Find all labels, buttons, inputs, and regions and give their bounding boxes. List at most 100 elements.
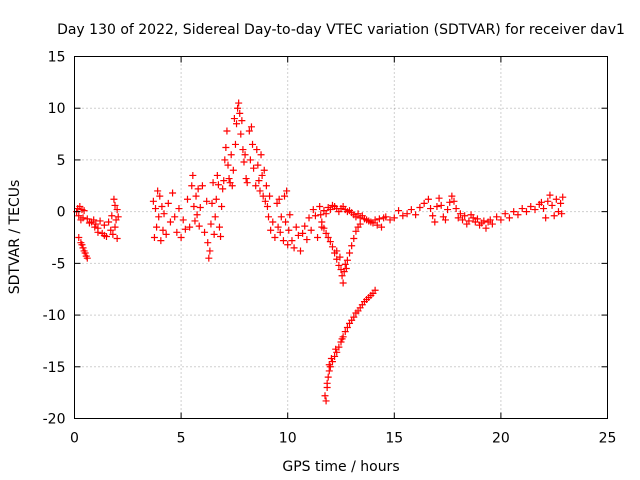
data-point	[181, 225, 189, 233]
data-point	[94, 228, 102, 236]
data-point	[162, 230, 170, 238]
data-point	[195, 222, 203, 230]
data-point	[155, 213, 163, 221]
data-point	[346, 249, 354, 257]
data-point	[343, 256, 351, 264]
data-point	[497, 216, 505, 224]
data-point	[326, 238, 334, 246]
data-point	[241, 151, 249, 159]
data-point	[309, 206, 317, 214]
plot-frame	[74, 56, 608, 419]
data-point	[83, 215, 91, 223]
data-point	[542, 214, 550, 222]
data-point	[552, 195, 560, 203]
data-point	[375, 215, 383, 223]
data-point	[292, 223, 300, 231]
data-point	[221, 156, 229, 164]
data-point	[211, 213, 219, 221]
data-point	[378, 223, 386, 231]
data-point	[164, 199, 172, 207]
data-point	[206, 247, 214, 255]
data-point	[236, 109, 244, 117]
data-point	[338, 335, 346, 343]
data-point	[78, 241, 86, 249]
data-point	[246, 156, 254, 164]
y-tick-label: 15	[48, 50, 66, 66]
data-point	[209, 179, 217, 187]
x-tick-label: 20	[492, 431, 510, 447]
data-point	[75, 234, 83, 241]
data-point	[480, 217, 488, 225]
x-tick-label: 15	[385, 431, 403, 447]
data-point	[204, 239, 212, 247]
data-point	[179, 216, 187, 224]
data-point	[454, 214, 462, 222]
data-point	[186, 223, 194, 231]
data-point	[149, 197, 157, 205]
data-point	[452, 205, 460, 213]
data-point	[518, 205, 526, 213]
data-point	[290, 244, 298, 252]
data-point	[274, 223, 282, 231]
data-point	[336, 253, 344, 261]
data-point	[228, 182, 236, 190]
data-point	[441, 216, 449, 224]
data-point	[80, 207, 88, 215]
data-point	[322, 229, 330, 237]
data-point	[160, 210, 168, 218]
data-point	[177, 234, 185, 241]
data-point	[482, 224, 490, 232]
data-point	[266, 192, 274, 200]
data-point	[113, 206, 121, 214]
data-point	[335, 261, 343, 269]
data-point	[505, 214, 513, 222]
data-point	[322, 210, 330, 218]
data-point	[469, 214, 477, 222]
data-point	[540, 205, 548, 213]
data-point	[109, 230, 117, 238]
data-point	[269, 218, 277, 226]
data-point	[328, 243, 336, 251]
data-point	[92, 220, 100, 228]
data-point	[243, 179, 251, 187]
data-point	[192, 192, 200, 200]
data-point	[240, 158, 248, 166]
data-point	[531, 206, 539, 214]
data-point	[237, 130, 245, 138]
data-point	[350, 313, 358, 321]
data-point	[328, 358, 336, 366]
data-point	[307, 226, 315, 234]
data-point	[420, 199, 428, 207]
y-axis-label: SDTVAR / TECUs	[7, 180, 23, 295]
data-point	[267, 226, 275, 234]
data-point	[386, 216, 394, 224]
data-point	[514, 211, 522, 219]
data-point	[256, 187, 264, 195]
data-point	[100, 231, 108, 239]
data-point	[318, 218, 326, 226]
data-point	[154, 187, 162, 195]
data-point	[373, 221, 381, 229]
data-point	[371, 286, 379, 294]
data-point	[327, 355, 335, 363]
data-point	[279, 237, 287, 245]
data-point	[259, 192, 267, 200]
y-tick-label: 10	[48, 101, 66, 117]
data-point	[465, 217, 473, 225]
data-point	[234, 104, 242, 112]
data-point	[342, 265, 350, 273]
x-tick-label: 5	[177, 431, 186, 447]
data-point	[437, 201, 445, 209]
data-point	[262, 182, 270, 190]
data-point	[273, 199, 281, 207]
data-point	[189, 171, 197, 179]
data-point	[215, 223, 223, 231]
axis-ticks: 0 5 10 15 20 25 -20 -15 -10 -5 0 5 10 15	[43, 50, 617, 447]
data-point	[239, 146, 247, 154]
data-point	[218, 202, 226, 210]
data-point	[435, 194, 443, 202]
data-point	[325, 361, 333, 369]
data-point	[208, 199, 216, 207]
data-point	[247, 123, 255, 131]
